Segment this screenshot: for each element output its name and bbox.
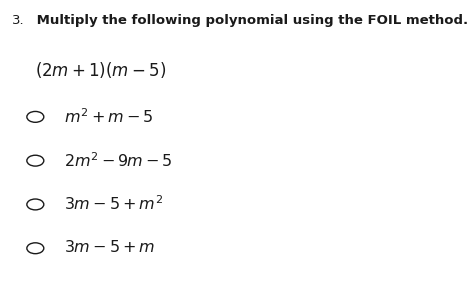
- Text: $3m - 5 + m$: $3m - 5 + m$: [64, 239, 155, 255]
- Text: $3m - 5 + m^2$: $3m - 5 + m^2$: [64, 195, 163, 214]
- Text: Multiply the following polynomial using the FOIL method.: Multiply the following polynomial using …: [32, 14, 468, 27]
- Text: $m^2 + m - 5$: $m^2 + m - 5$: [64, 107, 153, 126]
- Text: $(2m + 1)(m - 5)$: $(2m + 1)(m - 5)$: [35, 60, 167, 80]
- Text: 3.: 3.: [12, 14, 24, 27]
- Text: $2m^2 - 9m - 5$: $2m^2 - 9m - 5$: [64, 151, 172, 170]
